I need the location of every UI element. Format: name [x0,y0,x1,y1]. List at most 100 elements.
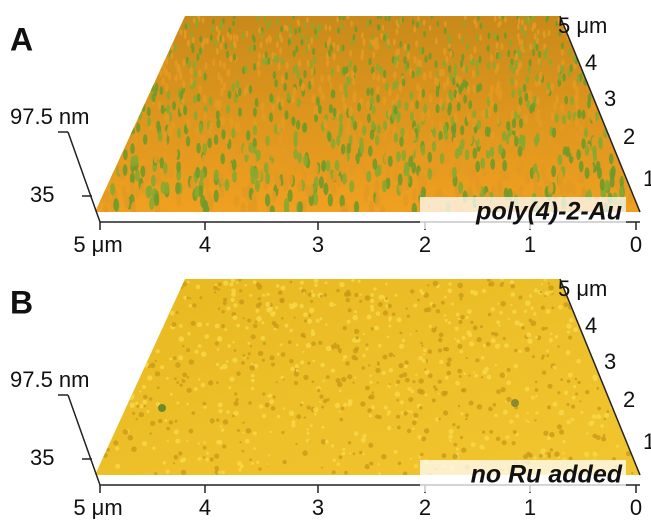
spike [231,128,235,138]
grain [377,361,379,363]
spike [577,109,581,119]
grain [216,363,219,366]
grain [508,318,510,320]
spike [543,52,546,59]
spike [346,127,350,137]
grain [407,387,411,391]
spike [388,16,391,22]
grain [410,410,413,413]
grain [388,385,391,388]
spike [194,70,197,78]
spike [276,177,281,189]
spike [418,67,421,75]
grain [242,432,244,434]
grain [197,322,202,327]
grain [186,296,189,299]
spike [161,61,164,69]
grain [526,332,531,337]
grain [139,404,143,408]
spike [253,44,256,51]
grain [429,325,432,328]
spike [419,21,422,27]
spike [254,168,259,180]
grain [545,327,548,330]
grain [359,300,362,303]
grain [493,403,497,407]
grain [210,418,215,423]
spike [524,115,528,125]
spike [377,43,380,50]
grain [369,374,372,377]
spike [374,182,379,194]
grain [507,368,511,372]
grain [317,389,321,393]
grain [432,304,436,308]
grain [192,303,196,307]
grain [539,454,543,458]
spike [558,170,563,182]
spike [475,161,480,173]
spike [164,111,168,121]
grain [365,386,370,391]
grain [541,283,543,285]
grain [280,299,284,303]
spike [370,130,374,140]
spike [496,42,499,49]
grain [432,398,436,402]
spike [328,36,331,43]
grain [488,407,493,412]
grain [311,329,314,332]
grain [331,444,334,447]
grain [154,472,157,475]
grain [155,360,157,362]
grain [306,343,311,348]
grain [509,419,513,423]
grain [451,303,454,306]
spike [214,190,219,203]
grain [419,378,424,383]
grain [423,348,427,352]
spike [444,21,447,27]
grain [467,330,472,335]
grain [388,325,391,328]
grain [363,333,365,335]
grain [547,354,550,357]
spike [452,167,457,179]
grain [482,431,485,434]
grain [400,331,403,334]
grain [235,398,238,401]
spike [282,155,287,166]
spike [504,170,509,182]
spike [303,70,306,78]
spike [349,50,352,57]
spike [219,60,222,68]
spike [555,113,559,123]
grain [277,353,280,356]
grain [592,414,597,419]
spike [423,31,426,38]
spike [493,62,496,70]
spike [368,58,371,66]
spike [437,21,440,27]
spike [536,133,540,143]
spike [598,137,602,148]
grain [603,434,606,437]
grain [365,343,368,346]
grain [502,440,507,445]
grain [139,412,144,417]
grain [216,418,219,421]
spike [188,150,193,161]
grain [604,413,609,418]
spike [188,60,191,68]
grain [384,405,388,409]
spike [452,125,456,135]
grain [198,378,200,380]
grain [548,454,552,458]
spike [553,143,558,154]
spike [435,60,438,68]
spike [329,104,333,113]
grain [166,427,170,431]
spike [363,38,366,45]
spike [325,24,328,30]
grain [542,370,546,374]
